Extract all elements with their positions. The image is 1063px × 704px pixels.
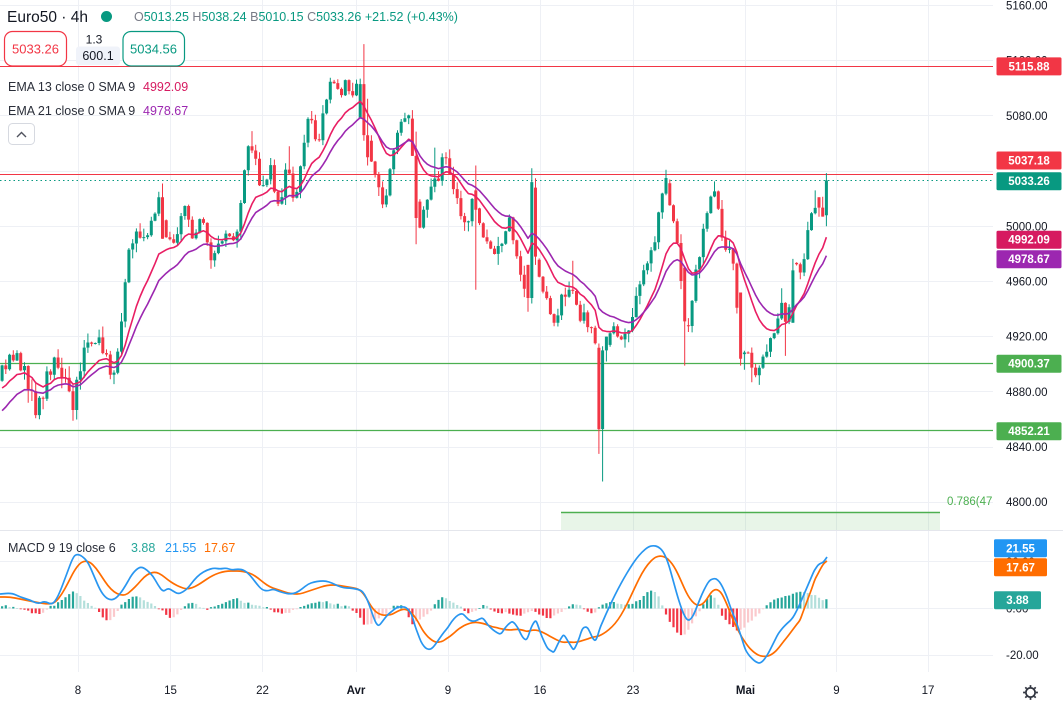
- svg-text:4880.00: 4880.00: [1006, 387, 1048, 399]
- svg-text:9: 9: [833, 685, 839, 697]
- svg-text:1.3: 1.3: [86, 33, 103, 47]
- svg-text:4978.67: 4978.67: [143, 104, 188, 118]
- svg-text:EMA 21 close 0 SMA 9: EMA 21 close 0 SMA 9: [8, 104, 135, 118]
- svg-text:9: 9: [445, 685, 451, 697]
- svg-text:3.88: 3.88: [131, 541, 155, 555]
- svg-text:5000.00: 5000.00: [1006, 221, 1048, 233]
- svg-text:4920.00: 4920.00: [1006, 332, 1048, 344]
- svg-text:5033.26: 5033.26: [12, 42, 59, 57]
- svg-text:4978.67: 4978.67: [1008, 254, 1050, 266]
- svg-text:17.67: 17.67: [204, 541, 235, 555]
- svg-text:5033.26: 5033.26: [1008, 176, 1050, 188]
- svg-text:5115.88: 5115.88: [1009, 61, 1051, 73]
- svg-text:5037.18: 5037.18: [1008, 156, 1050, 168]
- svg-text:8: 8: [75, 685, 81, 697]
- svg-text:Avr: Avr: [347, 685, 366, 697]
- svg-text:3.88: 3.88: [1006, 595, 1029, 607]
- svg-text:15: 15: [164, 685, 177, 697]
- svg-text:MACD 9 19 close 6: MACD 9 19 close 6: [8, 541, 116, 555]
- svg-text:21.55: 21.55: [165, 541, 196, 555]
- svg-text:Mai: Mai: [736, 685, 755, 697]
- svg-text:5160.00: 5160.00: [1006, 1, 1048, 13]
- svg-text:23: 23: [627, 685, 640, 697]
- svg-text:5034.56: 5034.56: [130, 42, 177, 57]
- svg-text:4992.09: 4992.09: [1008, 235, 1050, 247]
- svg-text:4992.09: 4992.09: [143, 80, 188, 94]
- svg-text:-20.00: -20.00: [1006, 650, 1039, 662]
- svg-text:17: 17: [922, 685, 935, 697]
- svg-text:22: 22: [256, 685, 269, 697]
- svg-text:600.1: 600.1: [82, 49, 113, 63]
- svg-text:4800.00: 4800.00: [1006, 497, 1048, 509]
- svg-text:4852.21: 4852.21: [1008, 426, 1050, 438]
- svg-text:4840.00: 4840.00: [1006, 442, 1048, 454]
- svg-text:17.67: 17.67: [1006, 562, 1035, 574]
- svg-text:5080.00: 5080.00: [1006, 111, 1048, 123]
- svg-text:O5013.25 H5038.24 B5010.15 C50: O5013.25 H5038.24 B5010.15 C5033.26 +21.…: [134, 10, 458, 24]
- svg-text:EMA 13 close 0 SMA 9: EMA 13 close 0 SMA 9: [8, 80, 135, 94]
- svg-text:4900.37: 4900.37: [1008, 359, 1050, 371]
- svg-text:0.786(47: 0.786(47: [947, 496, 992, 508]
- svg-text:4960.00: 4960.00: [1006, 276, 1048, 288]
- svg-text:Euro50 · 4h: Euro50 · 4h: [7, 9, 88, 26]
- svg-text:21.55: 21.55: [1006, 543, 1035, 555]
- svg-text:16: 16: [534, 685, 547, 697]
